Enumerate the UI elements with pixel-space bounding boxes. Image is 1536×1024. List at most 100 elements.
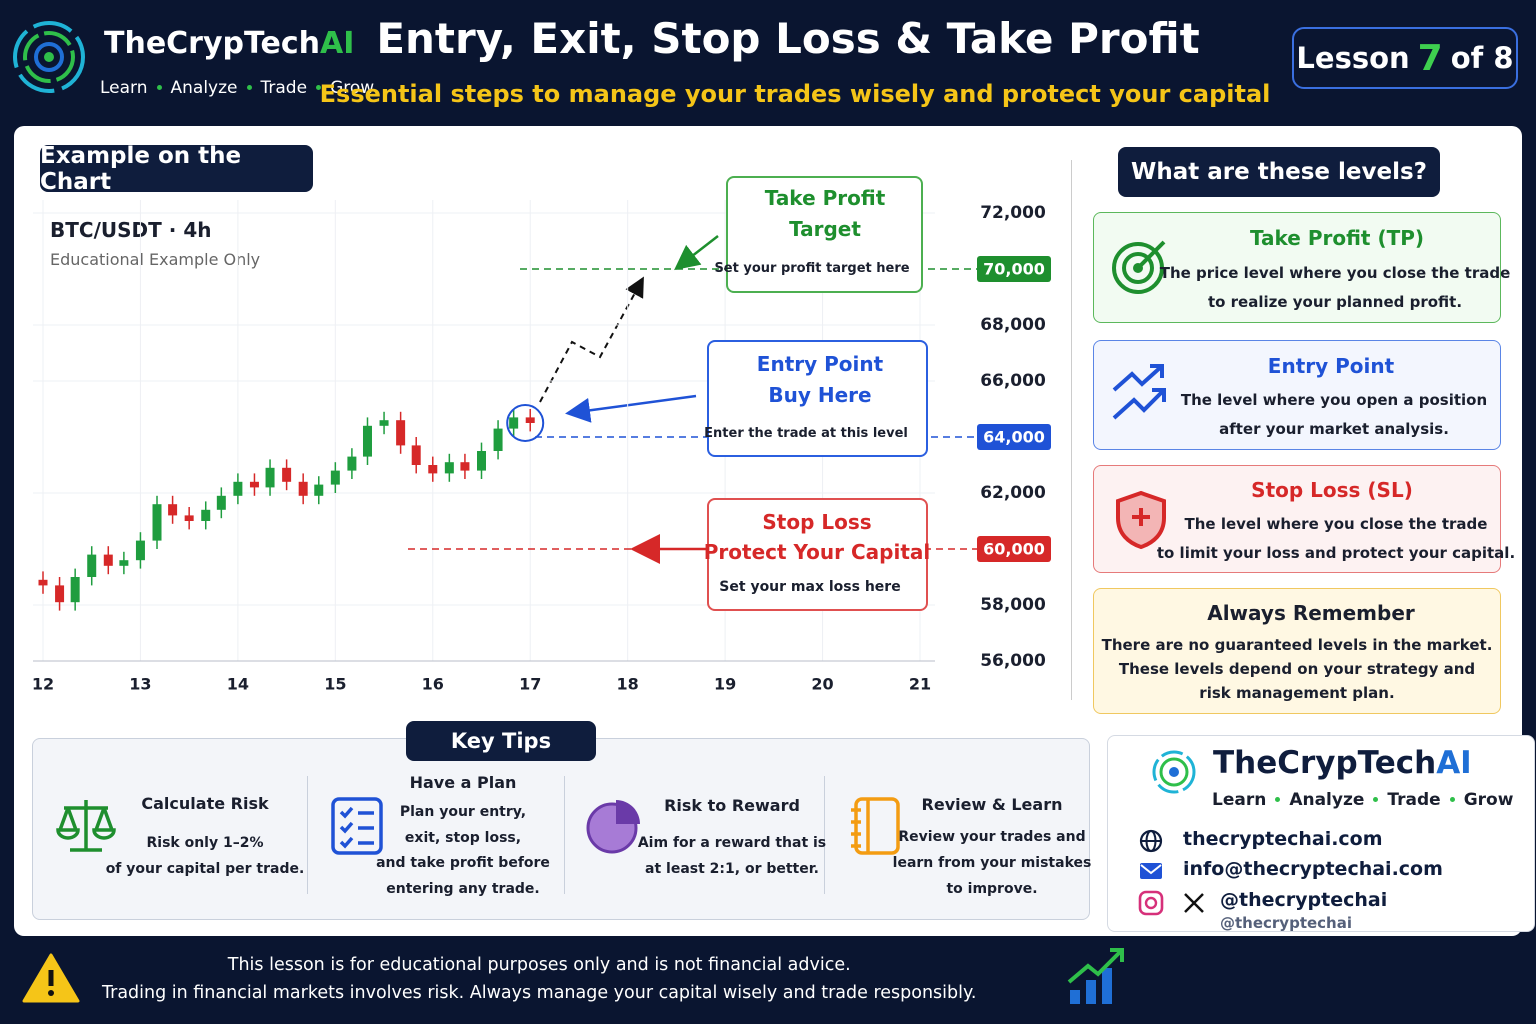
tip-text: Risk only 1–2% of your capital per trade. [106,830,305,882]
card-remember [1093,588,1501,714]
text-line: Grow [307,78,374,98]
text-line: risk management plan. [1199,684,1395,702]
text-line: exit, stop loss, [404,829,522,846]
text-line: Grow [1441,790,1514,810]
card-title: Always Remember [1207,601,1415,625]
entry-callout [707,340,928,457]
trend-icon [1112,364,1166,420]
email: info@thecryptechai.com [1183,858,1443,880]
scale-icon [56,800,116,852]
text-line: Analyze [148,78,238,98]
lesson-number: 7 [1417,37,1443,79]
text-line: The level where you open a position [1180,391,1488,409]
callout-note: Set your max loss here [719,579,901,595]
text-line: of your capital per trade. [105,861,305,877]
callout-subtitle: Target [789,217,861,241]
text-line: Trade [1364,790,1440,810]
text-line: Learn [1212,790,1267,810]
divider [824,776,825,894]
card-title: Stop Loss (SL) [1251,478,1413,502]
text-line: This lesson is for educational purposes … [227,955,851,975]
chart-heading: Example on the Chart [40,143,313,195]
card-text: The level where you open a position after… [1181,386,1487,444]
contact-tagline: Learn Analyze Trade Grow [1212,790,1513,810]
text-line: Risk only 1–2% [146,835,264,851]
callout-subtitle: Protect Your Capital [703,540,931,564]
title: Entry, Exit, Stop Loss & Take Profit [376,14,1200,63]
lesson-total: of 8 [1450,41,1514,75]
instagram-icon [1138,890,1164,916]
text-line: Plan your entry, [399,804,527,820]
subtitle: Essential steps to manage your trades wi… [319,80,1271,108]
callout-subtitle: Buy Here [768,383,872,407]
text-line: Learn [100,78,148,98]
callout-title: Take Profit [764,186,886,210]
card-text: The price level where you close the trad… [1160,259,1511,317]
sl-callout [707,498,928,611]
text-line: at least 2:1, or better. [645,861,819,877]
website: thecryptechai.com [1183,828,1383,850]
tip-title: Have a Plan [409,773,517,792]
notebook-icon [851,797,900,855]
chart-note: Educational Example Only [50,250,261,269]
contact-brand: TheCrypTechAI [1213,745,1472,781]
text-line: Review your trades and [898,829,1086,845]
key-tips [32,738,1090,920]
handle-secondary: @thecryptechai [1220,914,1353,932]
text-line: The level where you close the trade [1184,515,1488,533]
text-line: entering any trade. [386,880,540,897]
logo [13,21,85,93]
text-line: Trading in financial markets involves ri… [102,983,977,1003]
globe-icon [1139,829,1163,853]
divider [307,776,308,894]
card-title: Take Profit (TP) [1249,226,1425,250]
shield-icon [1116,490,1166,550]
pie-icon [586,800,640,854]
card-text: There are no guaranteed levels in the ma… [1102,633,1493,705]
text-line: learn from your mistakes [892,855,1092,871]
disclaimer: This lesson is for educational purposes … [102,951,976,1007]
text-line: and take profit before [376,855,550,871]
lesson-label: Lesson [1296,41,1410,75]
x-icon [1184,893,1204,913]
callout-note: Enter the trade at this level [704,426,908,441]
pair: BTC/USDT · 4h [50,218,212,242]
text-line: Trade [238,78,308,98]
tips-heading: Key Tips [406,721,596,761]
warning-icon [22,953,80,1003]
text-line: to realize your planned profit. [1207,293,1463,311]
text-line: Analyze [1266,790,1364,810]
tip-title: Calculate Risk [141,794,269,813]
tip-text: Plan your entry, exit, stop loss, and take… [376,800,550,902]
text-line: Aim for a reward that is [637,835,827,851]
brand: TheCrypTechAI [104,26,355,61]
tip-text: Aim for a reward that is at least 2:1, or… [638,830,826,882]
text-line: to improve. [946,881,1038,897]
text-line: The price level where you close the trad… [1159,264,1511,282]
mail-icon [1140,863,1162,879]
contact-logo [1152,750,1196,794]
levels-heading: What are these levels? [1118,147,1440,197]
card-text: The level where you close the trade to li… [1157,510,1515,568]
contact-card [1107,735,1535,932]
card-title: Entry Point [1267,354,1395,378]
text-line: after your market analysis. [1219,420,1449,438]
callout-title: Entry Point [756,352,884,376]
tip-text: Review your trades and learn from your mi… [893,824,1092,902]
card-tp [1093,212,1501,323]
tip-title: Review & Learn [921,795,1063,814]
separator [1071,160,1072,700]
handle: @thecryptechai [1220,889,1388,911]
callout-title: Stop Loss [762,510,872,534]
lesson-badge: Lesson 7 of 8 [1292,27,1518,89]
tagline: Learn Analyze Trade Grow [100,78,374,98]
text-line: These levels depend on your strategy and [1118,660,1476,678]
tip-title: Risk to Reward [664,796,800,815]
growth-icon [1067,948,1124,1004]
target-icon [1112,240,1166,294]
text-line: to limit your loss and protect your capi… [1156,544,1516,562]
checklist-icon [331,797,383,855]
callout-note: Set your profit target here [714,261,910,276]
text-line: There are no guaranteed levels in the ma… [1101,636,1493,654]
